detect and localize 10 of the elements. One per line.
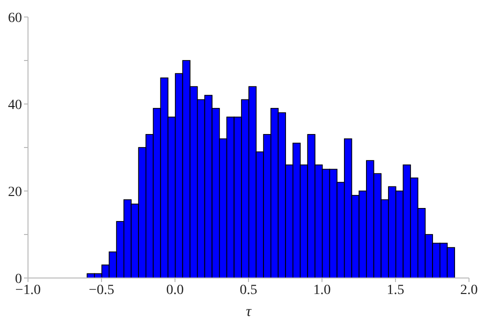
y-tick-label: 20 <box>8 184 22 200</box>
x-tick-label: 0.5 <box>240 282 258 298</box>
x-tick-label: 1.5 <box>386 282 404 298</box>
y-tick-label: 40 <box>8 98 22 113</box>
x-tick-label: 1.0 <box>313 282 331 298</box>
x-tick-label: 2.0 <box>460 282 478 298</box>
x-tick-label: 0.0 <box>166 282 184 298</box>
x-tick-label: −0.5 <box>88 282 114 298</box>
y-tick-label: 60 <box>8 10 22 26</box>
x-axis-title: τ <box>246 304 252 320</box>
